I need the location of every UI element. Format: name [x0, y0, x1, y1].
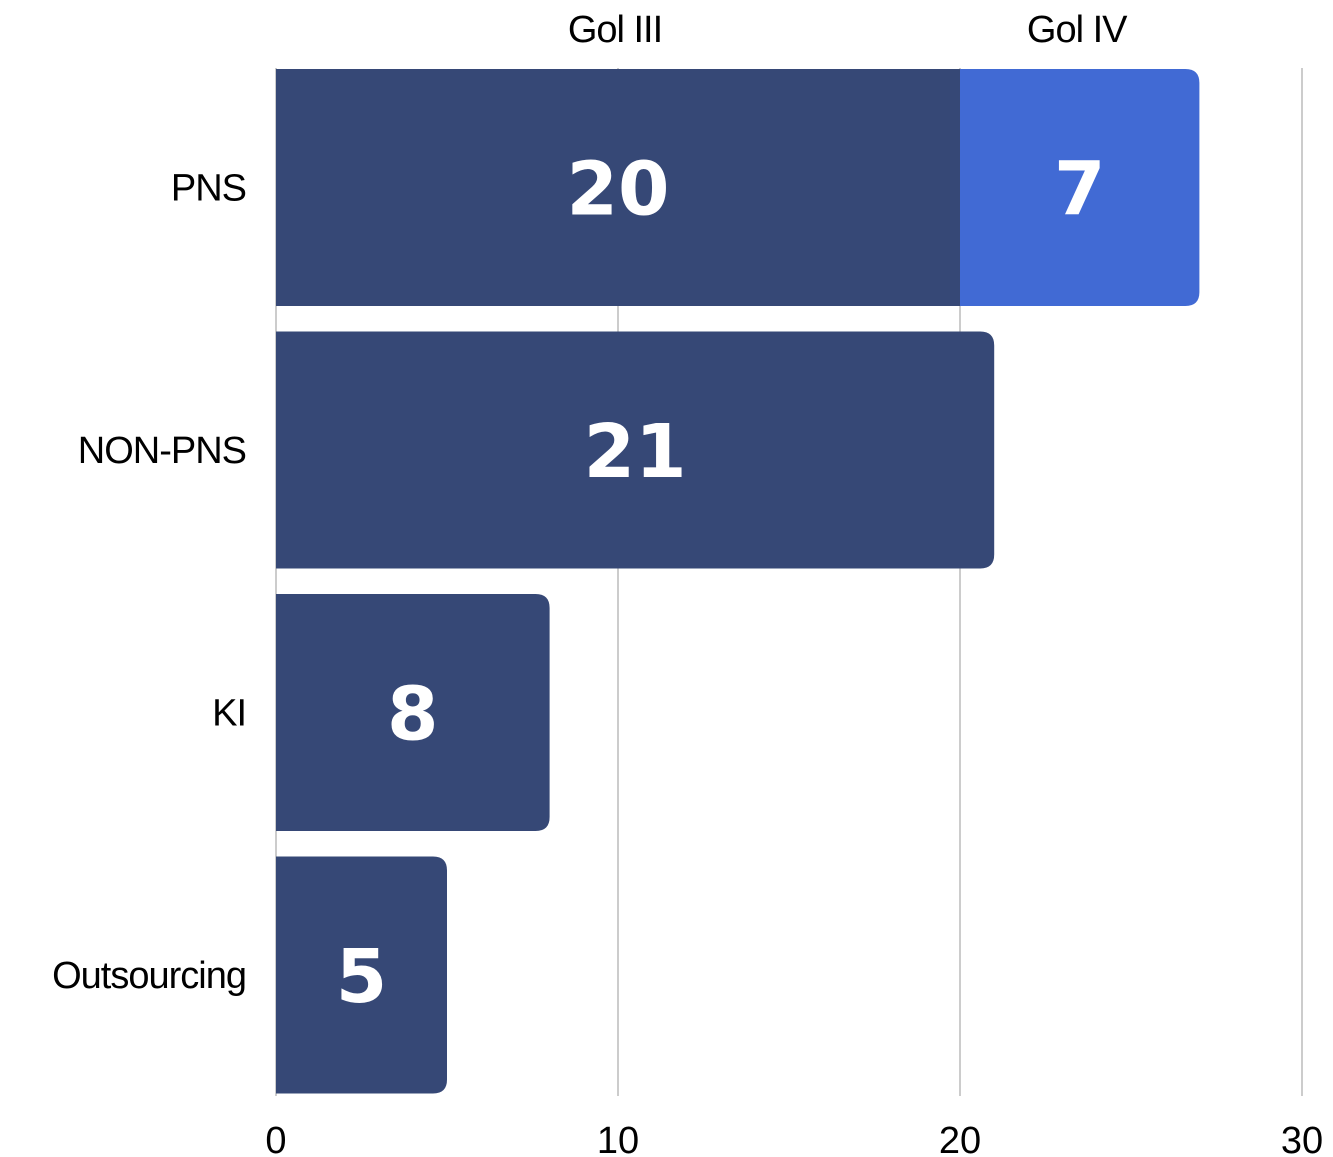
category-label-outsourcing: Outsourcing — [52, 955, 246, 997]
category-label-non-pns: NON-PNS — [78, 430, 246, 472]
data-label-non-pns-gol-iii: 21 — [584, 409, 687, 495]
x-tick-label-30: 30 — [1281, 1120, 1323, 1157]
data-label-outsourcing-gol-iii: 5 — [336, 934, 388, 1020]
category-label-ki: KI — [212, 693, 246, 735]
series-label-gol-iii: Gol III — [568, 9, 662, 51]
x-tick-label-10: 10 — [597, 1120, 639, 1157]
bar-pns-gol-iii — [276, 69, 960, 306]
x-tick-label-20: 20 — [939, 1120, 981, 1157]
bar-ki-gol-iii — [276, 594, 550, 831]
series-label-gol-iv: Gol IV — [1027, 9, 1128, 51]
bars-layer — [276, 69, 1200, 1094]
x-tick-label-0: 0 — [265, 1120, 286, 1157]
bar-non-pns-gol-iii — [276, 331, 995, 569]
bar-outsourcing-gol-iii — [276, 856, 447, 1094]
data-label-ki-gol-iii: 8 — [387, 672, 439, 758]
bar-pns-gol-iv — [960, 69, 1200, 306]
category-label-pns: PNS — [171, 168, 246, 210]
data-label-pns-gol-iii: 20 — [567, 147, 670, 233]
labels-layer: 0 10 20 30 PNS 20 7 NON-PNS 21 KI 8 Outsourcing 5 Gol… — [52, 9, 1323, 1157]
data-label-pns-gol-iv: 7 — [1054, 147, 1106, 233]
